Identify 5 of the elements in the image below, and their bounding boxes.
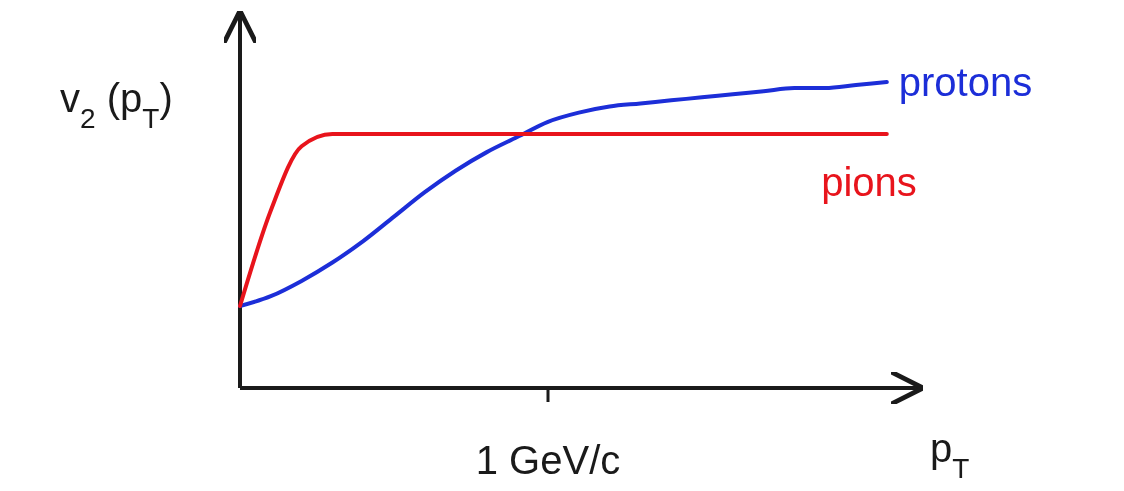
series-label: pions [821,160,917,205]
text: 1 GeV/c [475,438,621,482]
y-axis-title: v$_{2}$ (p$_{T}$) [60,76,173,134]
x-axis-title: p$_{T}$ [930,426,970,484]
series-label: protons [898,60,1033,104]
